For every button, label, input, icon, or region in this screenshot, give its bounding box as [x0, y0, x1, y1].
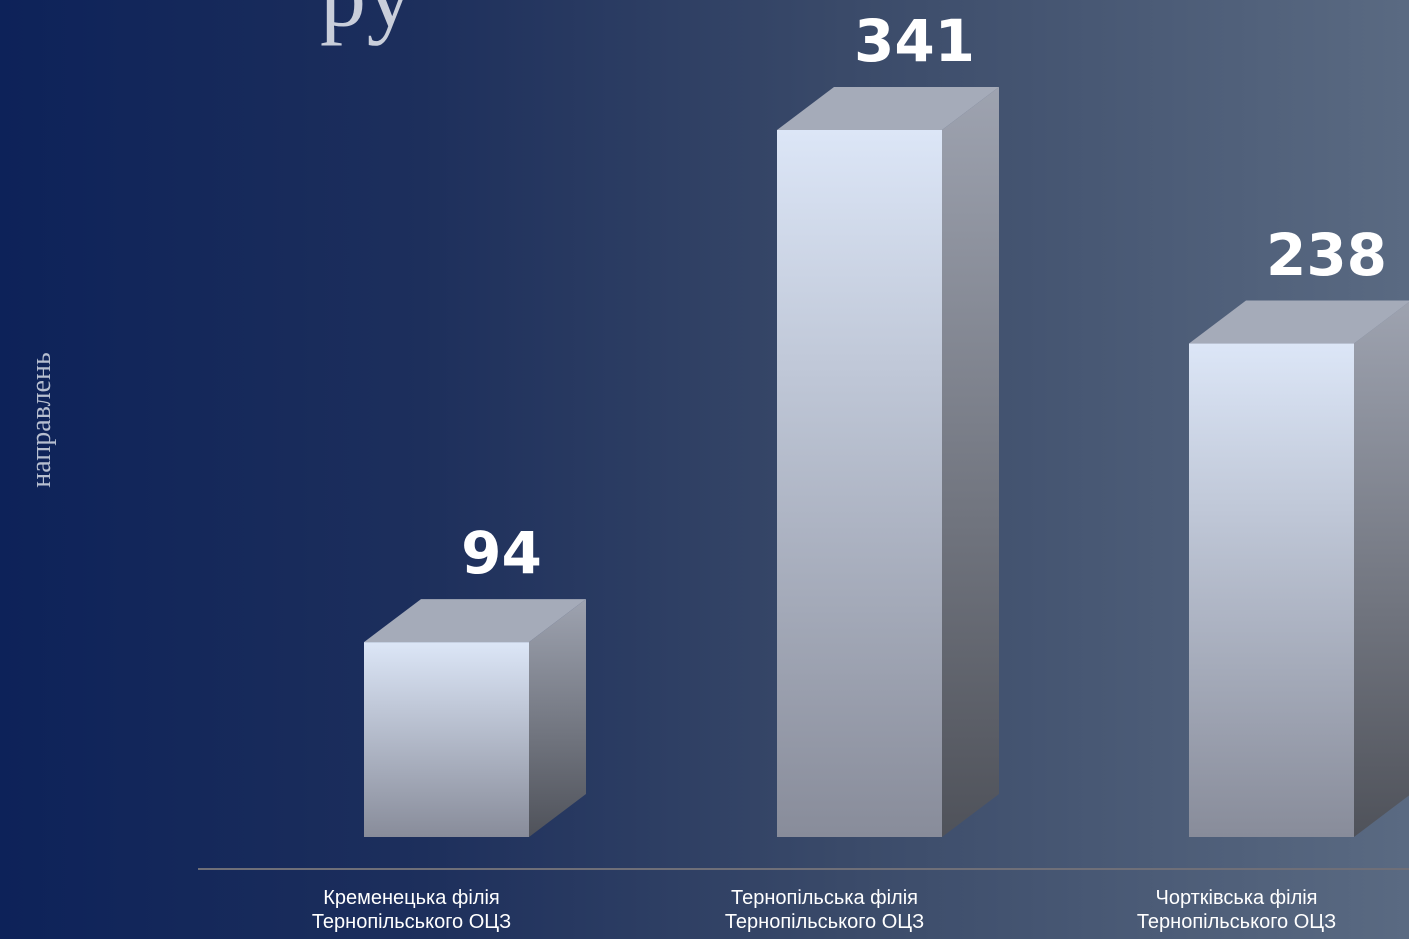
bar-top-chortkiv: [1189, 300, 1409, 344]
bar-top-ternopil: [777, 87, 999, 130]
bar-front-ternopil: [777, 130, 942, 837]
bar-side-ternopil: [942, 87, 999, 837]
data-label-kremenets: 94: [461, 519, 542, 588]
x-axis-line: [198, 868, 1409, 870]
data-label-chortkiv: 238: [1265, 220, 1388, 289]
bar-front-chortkiv: [1189, 343, 1354, 837]
bar-side-chortkiv: [1354, 302, 1409, 837]
x-tick-label-chortkiv: Чортківська філія Тернопільського ОЦЗ: [1136, 887, 1337, 933]
data-label-ternopil: 341: [853, 7, 976, 75]
bar-top-kremenets: [364, 599, 586, 643]
title-fragment: ру: [320, 0, 415, 48]
x-tick-label-kremenets: Кременецька філія Тернопільського ОЦЗ: [311, 887, 512, 933]
bar-front-kremenets: [364, 642, 529, 837]
x-tick-label-ternopil: Тернопільська філія Тернопільського ОЦЗ: [724, 887, 925, 933]
bar-side-kremenets: [529, 599, 586, 837]
